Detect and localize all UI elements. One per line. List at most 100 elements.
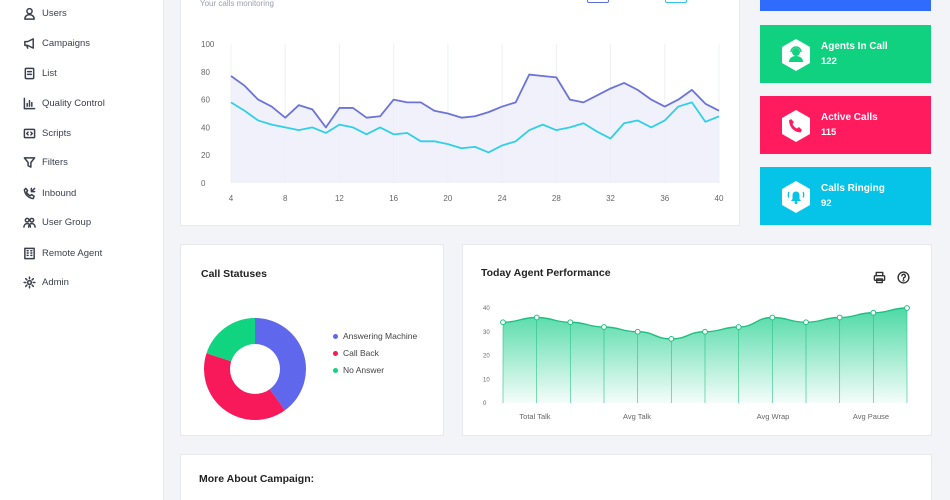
sidebar-item-label: Filters bbox=[42, 156, 68, 168]
active-calls-tile[interactable]: Active Calls 115 bbox=[760, 96, 931, 154]
x-label: Avg Wrap bbox=[757, 412, 790, 421]
x-tick-label: 24 bbox=[498, 194, 507, 203]
card-title: Call Statuses bbox=[201, 268, 267, 280]
sidebar-item-label: Inbound bbox=[42, 187, 77, 199]
sidebar-item-filters[interactable]: Filters bbox=[22, 152, 68, 172]
card-title: Today Agent Performance bbox=[481, 267, 611, 279]
y-tick-label: 0 bbox=[483, 401, 487, 407]
tile-value: 122 bbox=[821, 56, 837, 67]
x-tick-label: 4 bbox=[229, 194, 234, 203]
legend-label: No Answer bbox=[343, 365, 385, 375]
card-title: More About Campaign: bbox=[199, 473, 315, 485]
legend-toggle-series-1[interactable] bbox=[587, 0, 609, 3]
x-tick-label: 12 bbox=[335, 194, 344, 203]
legend-dot bbox=[333, 350, 338, 356]
calls-monitoring-card: Your calls monitoring 4 8 12 16 20 24 28 32 36 40… bbox=[180, 0, 740, 226]
bell-ringing-icon bbox=[782, 181, 810, 213]
y-tick-label: 30 bbox=[483, 330, 490, 336]
x-tick-label: 28 bbox=[552, 194, 561, 203]
sidebar-item-label: Campaigns bbox=[42, 37, 91, 49]
bar-chart-icon bbox=[22, 96, 36, 110]
sidebar-item-campaigns[interactable]: Campaigns bbox=[22, 33, 90, 53]
sidebar-item-users[interactable]: Users bbox=[22, 3, 67, 23]
data-point bbox=[500, 319, 506, 326]
y-tick-label: 20 bbox=[483, 354, 490, 360]
tile-value: 92 bbox=[821, 198, 832, 209]
legend-item[interactable]: Answering Machine bbox=[333, 331, 417, 341]
series-line bbox=[230, 101, 720, 154]
sidebar-item-label: List bbox=[42, 67, 57, 79]
sidebar-item-remote-agent[interactable]: Remote Agent bbox=[22, 243, 102, 263]
data-point bbox=[870, 309, 877, 316]
help-button[interactable] bbox=[897, 271, 911, 285]
tile-label: Calls Ringing bbox=[821, 183, 885, 194]
y-tick-label: 20 bbox=[201, 151, 210, 160]
legend-dot bbox=[333, 367, 338, 373]
y-tick-label: 40 bbox=[483, 306, 490, 312]
y-tick-label: 40 bbox=[201, 123, 210, 132]
x-tick-label: 36 bbox=[660, 194, 669, 203]
tile-label: Agents In Call bbox=[821, 41, 888, 52]
tile-label: Active Calls bbox=[821, 112, 878, 123]
y-tick-label: 80 bbox=[201, 68, 210, 77]
sidebar-item-quality-control[interactable]: Quality Control bbox=[22, 93, 105, 113]
top-stat-tile[interactable] bbox=[760, 0, 931, 11]
sidebar-item-label: Users bbox=[42, 7, 67, 19]
legend-item[interactable]: Call Back bbox=[333, 348, 379, 358]
gear-icon bbox=[22, 275, 36, 289]
y-tick-label: 0 bbox=[201, 179, 206, 188]
data-point bbox=[567, 319, 574, 326]
data-point bbox=[533, 314, 540, 321]
data-point bbox=[803, 319, 809, 326]
megaphone-icon bbox=[22, 36, 36, 50]
y-tick-label: 10 bbox=[483, 377, 490, 383]
x-label: Avg Pause bbox=[853, 412, 889, 421]
sidebar-item-admin[interactable]: Admin bbox=[22, 272, 69, 292]
y-tick-label: 100 bbox=[201, 40, 215, 49]
sidebar-item-label: Admin bbox=[42, 276, 69, 288]
data-point bbox=[634, 328, 641, 335]
calls-line-chart: 4 8 12 16 20 24 28 32 36 40 0 20 40 60 80 100 bbox=[201, 40, 724, 203]
sidebar-item-scripts[interactable]: Scripts bbox=[22, 123, 71, 143]
campaign-card: More About Campaign: bbox=[180, 454, 932, 500]
x-tick-label: 20 bbox=[443, 194, 452, 203]
list-icon bbox=[22, 66, 36, 80]
data-point bbox=[904, 305, 910, 311]
monitoring-subtitle: Your calls monitoring bbox=[200, 0, 274, 8]
agent-icon bbox=[782, 39, 810, 71]
call-statuses-donut bbox=[204, 318, 306, 420]
pie-slice bbox=[204, 353, 285, 420]
y-tick-label: 60 bbox=[201, 96, 210, 105]
sidebar-item-label: User Group bbox=[42, 216, 92, 228]
legend-toggle-series-2[interactable] bbox=[665, 0, 687, 3]
agent-performance-chart: 0 10 20 30 40 Total Talk Avg Talk Avg Wrap Avg P… bbox=[483, 305, 910, 421]
tile-value: 115 bbox=[821, 127, 837, 138]
sidebar-item-user-group[interactable]: User Group bbox=[22, 212, 91, 232]
sidebar-item-label: Remote Agent bbox=[42, 247, 103, 259]
calls-ringing-tile[interactable]: Calls Ringing 92 bbox=[760, 167, 931, 225]
sidebar: Users Campaigns List Quality Control Scr… bbox=[0, 0, 164, 500]
x-tick-label: 40 bbox=[715, 194, 724, 203]
agents-in-call-tile[interactable]: Agents In Call 122 bbox=[760, 25, 931, 83]
group-icon bbox=[22, 215, 36, 229]
x-tick-label: 32 bbox=[606, 194, 615, 203]
x-label: Avg Talk bbox=[623, 412, 651, 421]
sidebar-item-inbound[interactable]: Inbound bbox=[22, 183, 76, 203]
data-point bbox=[769, 314, 776, 321]
legend-item[interactable]: No Answer bbox=[333, 365, 384, 375]
sidebar-item-list[interactable]: List bbox=[22, 63, 57, 83]
x-label: Total Talk bbox=[519, 412, 550, 421]
phone-in-icon bbox=[22, 186, 36, 200]
series-line bbox=[230, 73, 720, 129]
legend-label: Call Back bbox=[343, 348, 379, 358]
data-point bbox=[735, 324, 742, 330]
print-button[interactable] bbox=[873, 271, 887, 285]
data-point bbox=[601, 324, 607, 330]
x-tick-label: 8 bbox=[283, 194, 288, 203]
call-statuses-card: Call Statuses Answering Machine Call Bac… bbox=[180, 244, 444, 436]
data-point bbox=[668, 335, 675, 342]
x-tick-label: 16 bbox=[389, 194, 398, 203]
legend-label: Answering Machine bbox=[343, 331, 418, 341]
filter-icon bbox=[22, 155, 36, 169]
phone-icon bbox=[782, 110, 810, 142]
